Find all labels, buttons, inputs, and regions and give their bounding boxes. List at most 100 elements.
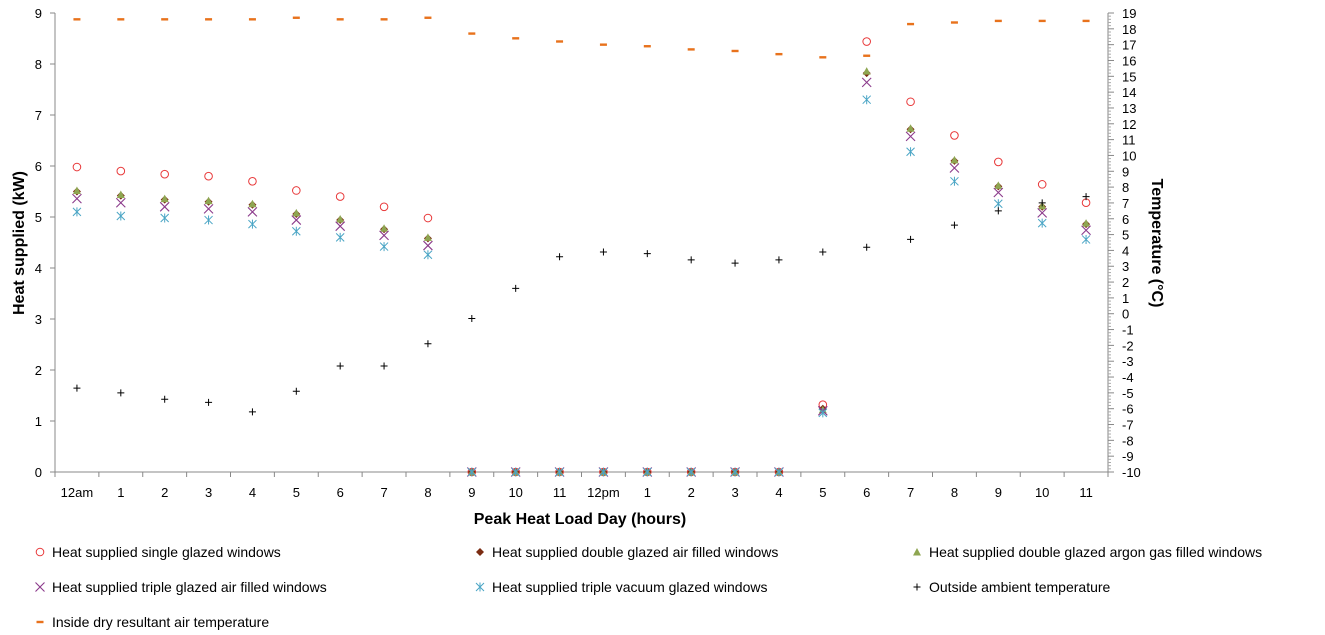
data-point (1082, 193, 1090, 201)
right-y-tick-label: -10 (1122, 465, 1141, 480)
data-point (161, 18, 169, 21)
data-point (907, 22, 915, 26)
series-6 (73, 193, 1090, 416)
data-point (160, 194, 169, 203)
right-y-tick-label: 19 (1122, 6, 1136, 21)
legend-label: Heat supplied double glazed argon gas fi… (929, 544, 1262, 560)
data-point (116, 190, 125, 199)
data-point (950, 176, 959, 186)
data-point (292, 16, 300, 19)
left-y-tick-label: 9 (35, 6, 42, 21)
data-point (993, 187, 1004, 198)
data-point (380, 224, 389, 232)
data-point (72, 207, 82, 217)
data-point (775, 52, 783, 56)
legend-label: Heat supplied double glazed air filled w… (492, 544, 778, 560)
data-point (1081, 234, 1091, 244)
data-point (993, 199, 1003, 209)
data-point (906, 97, 915, 107)
right-y-tick-label: -5 (1122, 386, 1134, 401)
data-point (1037, 208, 1048, 218)
data-point (117, 18, 125, 21)
data-point (247, 207, 258, 217)
data-point (994, 207, 1002, 215)
right-y-tick-label: 17 (1122, 38, 1136, 53)
data-point (906, 124, 915, 132)
right-y-tick-label: 5 (1122, 228, 1129, 243)
data-point (468, 314, 476, 322)
data-point (160, 213, 170, 223)
data-point (380, 18, 388, 21)
right-y-tick-label: 15 (1122, 69, 1136, 84)
right-y-tick-label: 2 (1122, 275, 1129, 290)
x-tick-label: 5 (293, 485, 300, 500)
data-point (423, 240, 433, 251)
legend-marker (35, 547, 45, 557)
x-tick-label: 12pm (587, 485, 620, 500)
data-point (950, 131, 959, 140)
x-tick-label: 3 (731, 485, 738, 500)
x-tick-label: 8 (424, 485, 431, 500)
data-point (863, 243, 871, 251)
right-y-tick-label: -1 (1122, 323, 1134, 338)
data-point (950, 221, 958, 229)
x-tick-label: 6 (337, 485, 344, 500)
data-point (335, 221, 346, 232)
legend-label: Heat supplied triple glazed air filled w… (52, 579, 327, 595)
x-tick-label: 12am (61, 485, 94, 500)
data-point (1081, 225, 1091, 236)
legend-item: Outside ambient temperature (913, 579, 1111, 595)
data-point (818, 408, 828, 418)
data-point (73, 384, 81, 392)
data-point (380, 362, 388, 370)
data-point (950, 21, 958, 24)
series-1 (72, 37, 1091, 477)
data-point (819, 248, 827, 256)
data-point (379, 242, 389, 252)
right-y-tick-label: 7 (1122, 196, 1129, 211)
legend: Heat supplied single glazed windows Heat … (35, 544, 1262, 630)
data-point (861, 77, 872, 88)
tick-labels: 0123456789-10-9-8-7-6-5-4-3-2-1012345678… (35, 6, 1141, 500)
left-y-axis-title: Heat supplied (kW) (11, 171, 28, 315)
data-point (731, 49, 739, 53)
right-y-tick-label: -6 (1122, 402, 1134, 417)
legend-marker (913, 548, 921, 556)
right-y-tick-label: 1 (1122, 291, 1129, 306)
data-point (292, 186, 301, 195)
data-point (556, 253, 564, 261)
right-y-axis-title: Temperature (°C) (1148, 179, 1165, 308)
data-point (642, 467, 652, 477)
data-point (687, 256, 695, 264)
data-point (248, 219, 257, 229)
data-point (248, 18, 256, 21)
series-2 (72, 69, 1091, 476)
legend-label: Heat supplied triple vacuum glazed windo… (492, 579, 767, 595)
data-point (204, 196, 213, 205)
legend-label: Heat supplied single glazed windows (52, 544, 281, 560)
data-point (643, 250, 651, 258)
data-point (950, 155, 959, 164)
right-y-tick-label: 12 (1122, 117, 1136, 132)
data-point (335, 192, 345, 201)
right-y-tick-label: -2 (1122, 338, 1134, 353)
x-tick-label: 8 (951, 485, 958, 500)
legend-item: Heat supplied triple glazed air filled w… (35, 579, 327, 595)
data-point (1038, 19, 1046, 23)
data-point (643, 45, 651, 48)
data-point (336, 215, 345, 223)
data-point (72, 193, 82, 204)
legend-item: Heat supplied double glazed argon gas fi… (913, 544, 1262, 560)
left-y-tick-label: 5 (35, 210, 42, 225)
right-y-tick-label: 16 (1122, 53, 1136, 68)
data-point (423, 213, 433, 223)
data-point (205, 18, 213, 21)
left-y-tick-label: 3 (35, 312, 42, 327)
legend-marker (36, 620, 44, 624)
data-point (336, 18, 344, 21)
right-y-tick-label: 9 (1122, 164, 1129, 179)
legend-marker (913, 583, 921, 591)
data-points (72, 16, 1091, 477)
x-tick-label: 9 (468, 485, 475, 500)
